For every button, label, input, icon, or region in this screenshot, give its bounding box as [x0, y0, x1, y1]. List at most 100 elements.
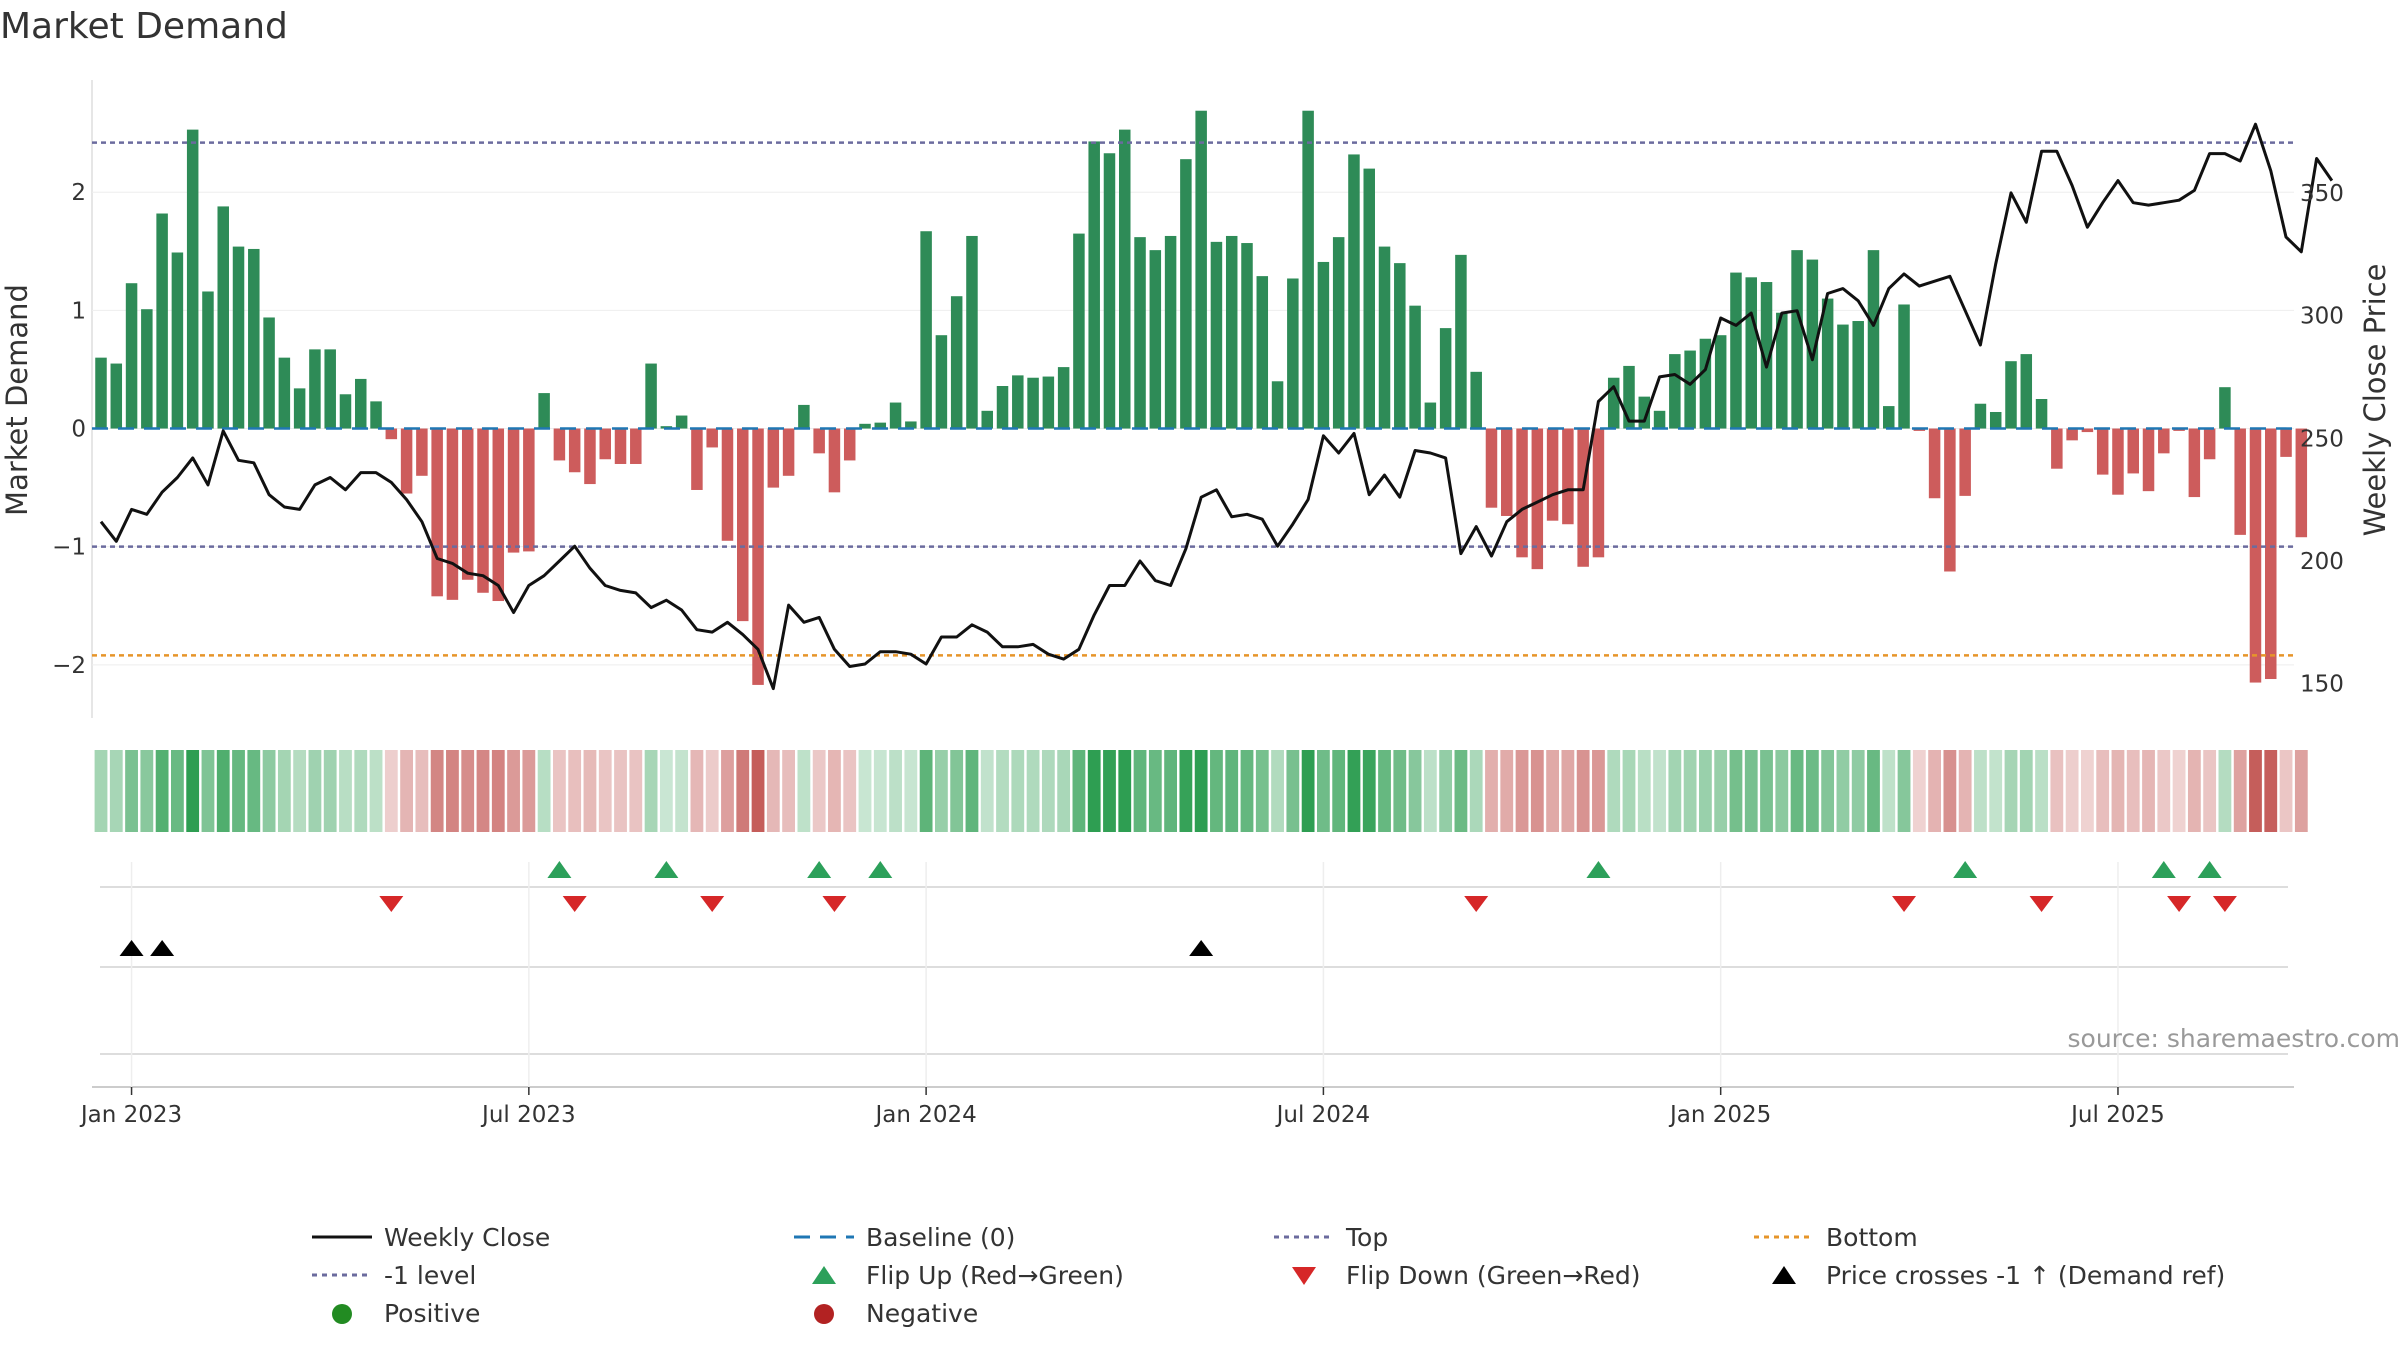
- negative-bar: [1959, 428, 1971, 496]
- heat-cell: [675, 750, 689, 832]
- positive-bar: [2020, 354, 2033, 429]
- heat-cell: [1576, 750, 1590, 832]
- heat-cell: [1378, 750, 1391, 832]
- right-tick-label: 350: [2300, 181, 2344, 207]
- positive-bar: [232, 246, 245, 429]
- heat-cell: [1530, 750, 1544, 832]
- heat-cell: [644, 750, 658, 832]
- heat-cell: [1347, 750, 1361, 832]
- x-axis-ticks: Jan 2023 Jul 2023 Jan 2024 Jul 2024 Jan 2025…: [79, 1087, 2165, 1128]
- heat-cell: [369, 750, 383, 832]
- negative-bar: [737, 428, 749, 622]
- positive-bar: [1287, 278, 1299, 429]
- right-y-axis-label: Weekly Close Price: [2358, 264, 2392, 537]
- heat-cell: [446, 750, 459, 832]
- heat-cell: [293, 750, 307, 832]
- heat-cell: [1943, 750, 1957, 832]
- heat-cell: [1164, 750, 1177, 832]
- heat-cell: [598, 750, 612, 832]
- heat-cell: [1790, 750, 1804, 832]
- heat-cell: [354, 750, 368, 832]
- heat-cell: [2096, 750, 2110, 832]
- heat-cell: [247, 750, 261, 832]
- heat-cell: [980, 750, 994, 832]
- heat-cell: [1744, 750, 1758, 832]
- legend-flip-down: Flip Down (Green→Red): [1346, 1261, 1641, 1290]
- heat-cell: [1362, 750, 1376, 832]
- heat-cell: [2203, 750, 2217, 832]
- demand-bars: [95, 110, 2308, 685]
- legend-minus1: -1 level: [384, 1261, 476, 1290]
- legend-positive-swatch: [332, 1304, 352, 1324]
- positive-bar: [1669, 354, 1681, 429]
- heat-cell: [736, 750, 750, 832]
- heat-cell: [766, 750, 780, 832]
- heat-cell: [1928, 750, 1941, 832]
- heat-cell: [476, 750, 490, 832]
- heat-cell: [277, 750, 291, 832]
- negative-bar: [691, 428, 703, 490]
- heat-cell: [186, 750, 200, 832]
- negative-bar: [767, 428, 780, 488]
- negative-bar: [721, 428, 734, 541]
- heat-cell: [1912, 750, 1926, 832]
- positive-bar: [645, 363, 657, 429]
- heat-cell: [614, 750, 627, 832]
- negative-bar: [813, 428, 825, 454]
- positive-bar: [1974, 403, 1987, 429]
- negative-bar: [416, 428, 428, 476]
- heat-cell: [537, 750, 551, 832]
- positive-bar: [2005, 361, 2017, 429]
- positive-bar: [370, 401, 382, 429]
- negative-bar: [1516, 428, 1528, 558]
- negative-bar: [2066, 428, 2078, 441]
- positive-bar: [981, 410, 993, 429]
- negative-bar: [2051, 428, 2063, 469]
- negative-bar: [2295, 428, 2308, 538]
- legend-negative-swatch: [814, 1304, 834, 1324]
- positive-bar: [905, 421, 917, 429]
- negative-bar: [446, 428, 459, 600]
- flip-down-marker: [822, 896, 847, 912]
- heat-cell: [2233, 750, 2247, 832]
- positive-bar: [2219, 387, 2231, 429]
- negative-bar: [752, 428, 764, 685]
- positive-bar: [1332, 237, 1345, 429]
- heat-cell: [889, 750, 902, 832]
- positive-bar: [1424, 402, 1437, 429]
- legend-price-cross: Price crosses -1 ↑ (Demand ref): [1826, 1261, 2225, 1290]
- heat-cell: [797, 750, 811, 832]
- positive-bar: [1088, 141, 1100, 429]
- positive-bar: [2035, 399, 2048, 429]
- heat-cell: [1225, 750, 1239, 832]
- positive-bar: [1180, 159, 1192, 429]
- heat-cell: [94, 750, 108, 832]
- legend-flip-up-swatch: [812, 1266, 836, 1284]
- heat-cell: [843, 750, 857, 832]
- heat-cell: [1118, 750, 1132, 832]
- positive-bar: [186, 129, 199, 429]
- heat-cell: [1469, 750, 1483, 832]
- heat-cell: [216, 750, 230, 832]
- flip-down-marker: [2029, 896, 2054, 912]
- flip-down-marker: [1892, 896, 1917, 912]
- heat-cell: [262, 750, 276, 832]
- positive-bar: [1302, 110, 1314, 429]
- flip-down-marker: [1464, 896, 1489, 912]
- event-panel-grid: [92, 862, 2294, 1088]
- left-tick-label: −2: [52, 653, 86, 679]
- heat-cell: [2004, 750, 2018, 832]
- positive-bar: [1653, 410, 1666, 429]
- heat-cell: [583, 750, 597, 832]
- heat-cell: [965, 750, 979, 832]
- heat-cell: [950, 750, 964, 832]
- heat-cell: [461, 750, 475, 832]
- negative-bar: [2234, 428, 2246, 535]
- positive-bar: [1791, 250, 1803, 429]
- heat-cell: [705, 750, 719, 832]
- heat-cell: [1546, 750, 1559, 832]
- legend-top: Top: [1345, 1223, 1388, 1252]
- heat-cell: [1026, 750, 1040, 832]
- flip-down-marker: [700, 896, 725, 912]
- heat-cell: [1393, 750, 1407, 832]
